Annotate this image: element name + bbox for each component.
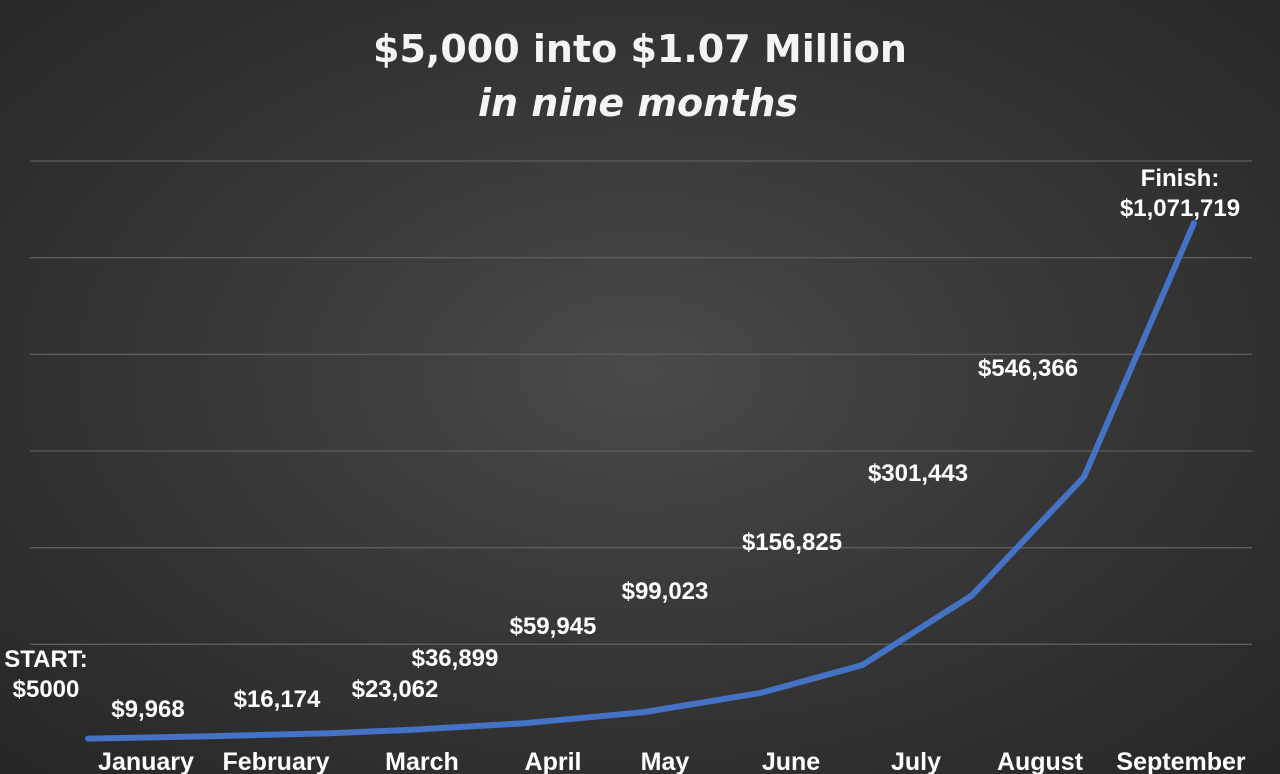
data-label: START: $5000 [4,646,88,703]
data-label: $36,899 [412,645,499,672]
data-label: $156,825 [742,529,842,556]
gridlines [30,160,1252,645]
data-label: $301,443 [868,460,968,487]
series-line [85,220,1197,742]
data-label: $16,174 [234,686,321,713]
data-label: $99,023 [622,578,709,605]
data-labels: START: $5000 $9,968 $16,174 $23,062 $36,899 $5… [4,165,1240,723]
x-tick-label: September [1116,748,1245,774]
x-tick-label: May [641,748,690,774]
x-tick-label: June [762,748,820,774]
data-label: $9,968 [111,696,184,723]
data-label: Finish: $1,071,719 [1120,165,1240,222]
chart-title: $5,000 into $1.07 Million [373,27,907,71]
x-tick-label: March [385,748,459,774]
chart-subtitle: in nine months [478,81,798,125]
x-tick-label: February [223,748,330,774]
data-label: $59,945 [510,613,597,640]
x-tick-label: August [997,748,1084,774]
x-axis-tick-labels: January February March April May June July Augu… [98,748,1246,774]
x-tick-label: July [891,748,941,774]
x-tick-label: April [525,748,582,774]
data-label: $23,062 [352,676,439,703]
x-tick-label: January [98,748,194,774]
data-label: $546,366 [978,355,1078,382]
